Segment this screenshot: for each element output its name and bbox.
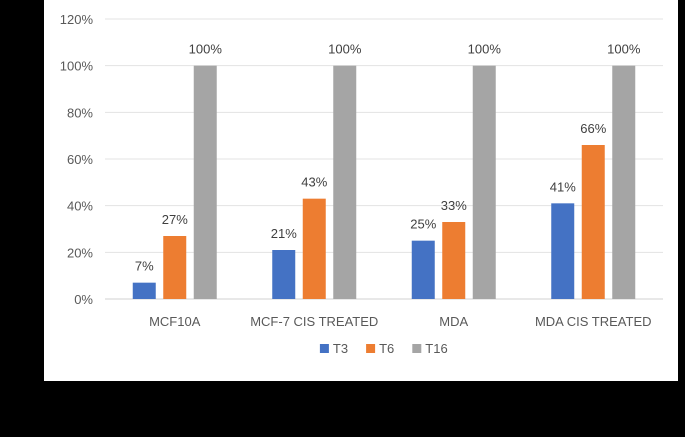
legend-swatch <box>412 344 422 353</box>
bar-t6 <box>581 145 605 299</box>
legend-label: T3 <box>333 341 348 356</box>
bar-t6 <box>442 222 466 299</box>
data-label: 41% <box>550 179 576 194</box>
data-label: 100% <box>468 42 502 57</box>
category-label: MCF-7 CIS TREATED <box>250 314 378 329</box>
bar-t3 <box>411 240 435 299</box>
y-tick-label: 40% <box>67 199 93 214</box>
y-tick-label: 80% <box>67 105 93 120</box>
bar-t16 <box>333 65 357 300</box>
legend: T3 T6 T16 <box>319 341 448 356</box>
y-tick-label: 0% <box>74 292 93 307</box>
x-axis-categories: MCF10A MCF-7 CIS TREATED MDA MDA CIS TREATE… <box>149 314 651 329</box>
y-tick-label: 20% <box>67 245 93 260</box>
data-labels: 7% 27% 100% 21% 43% 100% 25% 33% 100% 41% 66% 100% <box>135 42 641 274</box>
legend-label: T16 <box>425 341 447 356</box>
data-label: 27% <box>162 212 188 227</box>
category-label: MDA <box>439 314 468 329</box>
data-label: 100% <box>328 42 362 57</box>
data-label: 25% <box>410 217 436 232</box>
bar-chart: 0% 20% 40% 60% 80% 100% 120% 7% 27% 100% 21% 43% 10… <box>60 12 663 356</box>
chart-panel: 0% 20% 40% 60% 80% 100% 120% 7% 27% 100% 21% 43% 10… <box>44 0 678 381</box>
y-tick-label: 60% <box>67 152 93 167</box>
data-label: 66% <box>580 121 606 136</box>
legend-swatch <box>319 344 329 353</box>
bar-t3 <box>551 203 575 299</box>
data-label: 100% <box>189 42 223 57</box>
legend-label: T6 <box>379 341 394 356</box>
bar-t3 <box>132 282 156 299</box>
y-axis-ticks: 0% 20% 40% 60% 80% 100% 120% <box>60 12 94 307</box>
bar-t3 <box>272 250 296 299</box>
y-tick-label: 100% <box>60 59 94 74</box>
bar-t6 <box>163 236 187 299</box>
y-tick-label: 120% <box>60 12 94 27</box>
bars <box>132 65 636 300</box>
data-label: 43% <box>301 175 327 190</box>
category-label: MCF10A <box>149 314 201 329</box>
data-label: 33% <box>441 198 467 213</box>
category-label: MDA CIS TREATED <box>535 314 652 329</box>
legend-swatch <box>366 344 376 353</box>
bar-t16 <box>612 65 636 300</box>
bar-t16 <box>193 65 217 300</box>
data-label: 21% <box>271 226 297 241</box>
data-label: 100% <box>607 42 641 57</box>
gridlines <box>105 18 663 300</box>
bar-t16 <box>472 65 496 300</box>
data-label: 7% <box>135 259 154 274</box>
bar-t6 <box>302 198 326 299</box>
